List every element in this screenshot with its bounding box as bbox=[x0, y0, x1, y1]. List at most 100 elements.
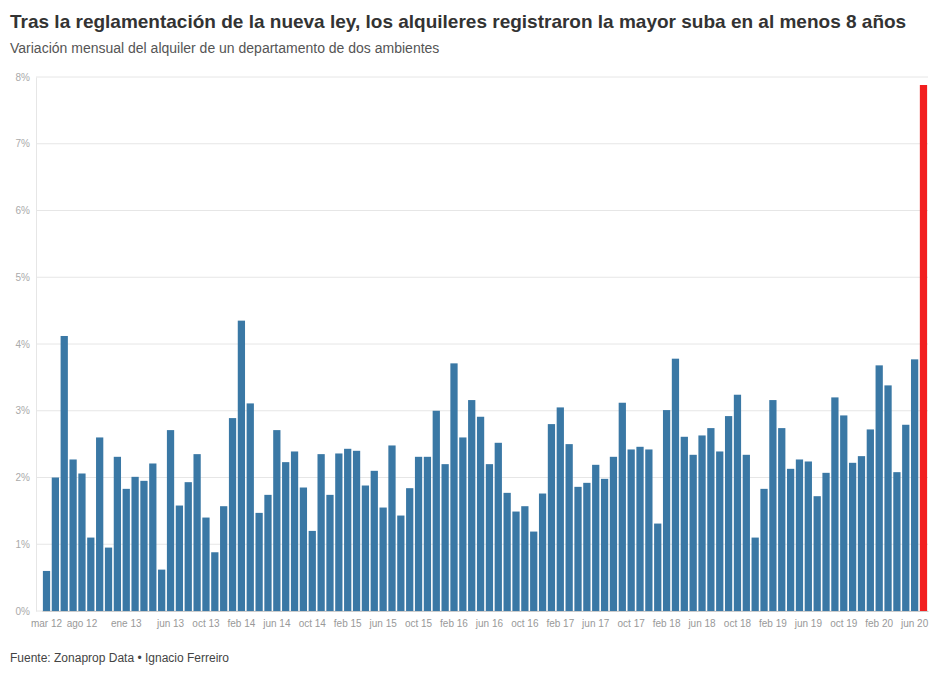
bar bbox=[760, 489, 767, 611]
x-tick-label: oct 14 bbox=[299, 618, 327, 629]
bar bbox=[681, 437, 688, 611]
x-tick: ene 13 bbox=[111, 611, 142, 629]
bar bbox=[548, 424, 555, 611]
x-tick-label: oct 15 bbox=[405, 618, 433, 629]
bar bbox=[486, 464, 493, 611]
subtitle: Variación mensual del alquiler de un dep… bbox=[10, 40, 439, 56]
y-tick-label: 1% bbox=[16, 539, 31, 550]
bar bbox=[628, 449, 635, 611]
bar bbox=[831, 397, 838, 611]
bar bbox=[902, 425, 909, 611]
x-tick: oct 15 bbox=[405, 611, 433, 629]
bar bbox=[149, 463, 156, 611]
bar bbox=[787, 469, 794, 611]
y-tick: 4% bbox=[16, 339, 36, 350]
bar bbox=[229, 418, 236, 611]
x-tick: feb 14 bbox=[227, 611, 255, 629]
x-tick: oct 19 bbox=[830, 611, 858, 629]
bar bbox=[87, 538, 94, 611]
x-tick: jun 13 bbox=[156, 611, 185, 629]
bar bbox=[61, 336, 68, 611]
bar bbox=[344, 449, 351, 611]
bars bbox=[43, 85, 927, 611]
bar bbox=[326, 495, 333, 611]
bar bbox=[512, 512, 519, 611]
chart: Tras la reglamentación de la nueva ley, … bbox=[0, 0, 952, 674]
bar bbox=[752, 538, 759, 611]
bar bbox=[654, 524, 661, 611]
bar bbox=[893, 472, 900, 611]
bar bbox=[238, 321, 245, 611]
y-axis-line bbox=[36, 78, 37, 612]
bar bbox=[167, 430, 174, 611]
grid-line bbox=[36, 344, 928, 345]
x-tick: oct 17 bbox=[618, 611, 646, 629]
x-tick-label: oct 18 bbox=[724, 618, 752, 629]
bar bbox=[663, 410, 670, 611]
y-tick: 2% bbox=[16, 472, 36, 483]
y-tick: 0% bbox=[16, 606, 36, 617]
bar bbox=[371, 471, 378, 611]
y-tick-label: 0% bbox=[16, 606, 31, 617]
bar bbox=[920, 85, 927, 611]
bar bbox=[202, 518, 209, 611]
x-tick-label: jun 19 bbox=[794, 618, 823, 629]
grid-line bbox=[36, 210, 928, 211]
x-tick: feb 15 bbox=[334, 611, 362, 629]
bar bbox=[442, 464, 449, 611]
bar bbox=[707, 428, 714, 611]
x-tick: feb 18 bbox=[653, 611, 681, 629]
bar bbox=[415, 457, 422, 611]
bar bbox=[574, 487, 581, 611]
bar bbox=[911, 359, 918, 611]
bar bbox=[114, 457, 121, 611]
x-tick: mar 12 bbox=[31, 611, 63, 629]
y-tick-label: 3% bbox=[16, 405, 31, 416]
grid-line bbox=[36, 143, 928, 144]
x-tick-label: jun 15 bbox=[369, 618, 398, 629]
bar bbox=[601, 479, 608, 611]
bar bbox=[468, 400, 475, 611]
bar bbox=[353, 451, 360, 611]
bar bbox=[140, 481, 147, 611]
bar bbox=[734, 395, 741, 611]
bar bbox=[397, 516, 404, 611]
bar bbox=[822, 473, 829, 611]
bar bbox=[450, 363, 457, 611]
bar bbox=[255, 513, 262, 611]
bar bbox=[583, 483, 590, 611]
y-tick: 8% bbox=[16, 72, 36, 83]
grid bbox=[36, 77, 928, 611]
y-tick-label: 5% bbox=[16, 272, 31, 283]
bar bbox=[743, 455, 750, 611]
bar bbox=[424, 457, 431, 611]
bar bbox=[406, 488, 413, 611]
x-tick-label: mar 12 bbox=[31, 618, 63, 629]
bar bbox=[716, 451, 723, 611]
x-tick: oct 13 bbox=[192, 611, 220, 629]
bar bbox=[566, 444, 573, 611]
bar bbox=[185, 482, 192, 611]
bar bbox=[264, 495, 271, 611]
x-tick: oct 16 bbox=[511, 611, 539, 629]
bar bbox=[317, 454, 324, 611]
bar bbox=[335, 453, 342, 611]
x-tick: jun 18 bbox=[687, 611, 716, 629]
grid-line bbox=[36, 277, 928, 278]
bar bbox=[52, 478, 59, 612]
title: Tras la reglamentación de la nueva ley, … bbox=[10, 11, 906, 32]
x-tick-label: feb 19 bbox=[759, 618, 787, 629]
bar bbox=[273, 430, 280, 611]
bar bbox=[495, 443, 502, 611]
bar bbox=[698, 435, 705, 611]
bar bbox=[778, 428, 785, 611]
bar bbox=[78, 473, 85, 611]
x-tick-label: jun 17 bbox=[581, 618, 610, 629]
bar bbox=[557, 407, 564, 611]
bar bbox=[521, 506, 528, 611]
bar bbox=[796, 459, 803, 611]
bar bbox=[43, 571, 50, 611]
bar bbox=[96, 437, 103, 611]
x-tick: jun 20 bbox=[900, 611, 929, 629]
bar bbox=[123, 489, 130, 611]
